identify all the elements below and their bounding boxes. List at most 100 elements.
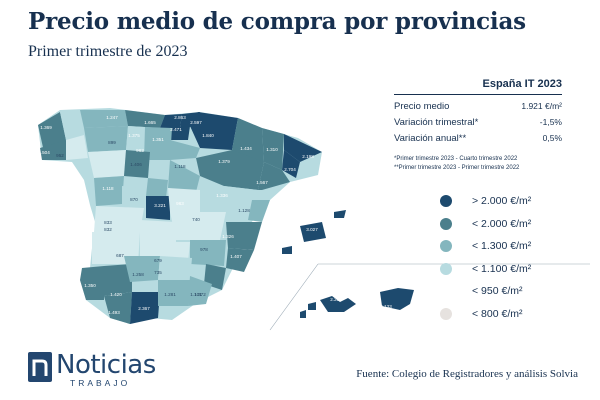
province-segovia <box>146 178 168 198</box>
province-palencia <box>126 126 145 152</box>
legend-swatch <box>440 217 452 230</box>
legend-label: < 1.100 €/m² <box>472 262 532 275</box>
province-asturias <box>80 110 128 128</box>
province-value-label: 735 <box>154 270 162 275</box>
province-almeria <box>188 276 212 306</box>
legend-label: < 1.300 €/m² <box>472 240 532 253</box>
province-soria <box>168 160 200 192</box>
baleares-menorca <box>334 210 346 218</box>
province-guadalajara <box>168 188 200 212</box>
province-bizkaia <box>160 114 182 128</box>
province-value-label: 1.101 <box>190 292 202 297</box>
province-leon <box>84 126 128 152</box>
province-value-label: 1.118 <box>102 186 114 191</box>
legend-item: < 1.100 €/m² <box>440 258 531 281</box>
panel-title: España IT 2023 <box>482 78 563 90</box>
province-value-label: 1.326 <box>222 234 234 239</box>
legend-label: < 800 €/m² <box>472 307 523 320</box>
legend-item: < 1.300 €/m² <box>440 235 531 258</box>
province-huelva <box>80 266 104 300</box>
canary-small-island-2 <box>300 310 306 318</box>
province-value-label: 1.350 <box>84 283 96 288</box>
province-labels: 1.369 1.247 1.665 2.863 2.597 2.471 1.840 1.504… <box>38 115 392 315</box>
province-caceres <box>94 206 144 232</box>
province-value-label: 1.375 <box>128 133 140 138</box>
province-value-label: 687 <box>116 253 124 258</box>
legend-item: > 2.000 €/m² <box>440 190 531 213</box>
province-zamora <box>88 150 126 178</box>
province-value-label: 978 <box>200 247 208 252</box>
legend-label: > 2.000 €/m² <box>472 195 532 208</box>
province-lugo <box>60 110 84 140</box>
summary-panel: España IT 2023 Precio medio 1.921 €/m² V… <box>394 78 562 171</box>
stat-row-precio-medio: Precio medio 1.921 €/m² <box>394 101 562 112</box>
panel-divider <box>394 94 562 95</box>
legend-item: < 800 €/m² <box>440 303 531 326</box>
province-burgos <box>144 127 172 160</box>
province-alava <box>170 126 190 140</box>
legend-swatch <box>440 195 452 208</box>
province-value-label: 1.407 <box>230 254 242 259</box>
province-value-label: 1.420 <box>110 292 122 297</box>
province-value-label: 2.198 <box>302 154 314 159</box>
province-value-label: 2.597 <box>190 120 202 125</box>
footnote-trimestral: *Primer trimestre 2023 - Cuarto trimestr… <box>394 156 518 162</box>
province-malaga <box>130 292 160 324</box>
province-zaragoza <box>196 150 264 190</box>
logo-wordmark: Noticias <box>56 350 156 380</box>
legend-swatch <box>440 307 452 320</box>
province-granada <box>158 280 192 306</box>
province-value-label: 3.027 <box>306 227 318 232</box>
province-madrid <box>146 196 170 220</box>
province-la-rioja <box>170 140 200 160</box>
province-cordoba <box>124 256 160 282</box>
province-value-label: 1.336 <box>216 193 228 198</box>
province-value-label: 1.567 <box>256 180 268 185</box>
province-lleida <box>262 128 284 170</box>
province-value-label: 1.372 <box>194 292 206 297</box>
province-value-label: 832 <box>104 227 112 232</box>
province-value-label: 1.406 <box>130 162 142 167</box>
province-value-label: 1.369 <box>40 125 52 130</box>
province-value-label: 952 <box>56 153 64 158</box>
province-value-label: 1.840 <box>202 133 214 138</box>
province-albacete <box>190 240 226 266</box>
page-title: Precio medio de compra por provincias <box>28 8 526 35</box>
province-girona <box>284 134 322 162</box>
province-value-label: 740 <box>192 217 200 222</box>
province-value-label: 963 <box>176 201 184 206</box>
stat-row-variacion-trimestral: Variación trimestral* -1,5% <box>394 117 562 128</box>
province-jaen <box>158 256 192 280</box>
canary-small-island-1 <box>308 302 316 310</box>
province-value-label: 899 <box>108 140 116 145</box>
source-note: Fuente: Colegio de Registradores y análi… <box>356 368 578 380</box>
province-value-label: 2.206 <box>330 297 342 302</box>
province-value-label: 2.367 <box>138 306 150 311</box>
province-value-label: 1.665 <box>144 120 156 125</box>
page-subtitle: Primer trimestre de 2023 <box>28 43 188 60</box>
province-alicante <box>226 248 254 272</box>
province-pontevedra <box>40 140 66 160</box>
province-value-label: 1.128 <box>238 208 250 213</box>
province-value-label: 2.863 <box>174 115 186 120</box>
province-value-label: 870 <box>130 197 138 202</box>
logo-n-icon <box>28 352 52 382</box>
province-las-palmas <box>380 288 414 310</box>
map-legend: > 2.000 €/m² < 2.000 €/m² < 1.300 €/m² <… <box>440 190 531 325</box>
province-value-label: 1.379 <box>218 159 230 164</box>
stat-row-variacion-anual: Variación anual** 0,5% <box>394 133 562 144</box>
province-value-label: 2.704 <box>284 167 296 172</box>
province-navarra <box>190 112 238 150</box>
province-value-label: 1.258 <box>132 272 144 277</box>
legend-label: < 2.000 €/m² <box>472 217 532 230</box>
stat-value: -1,5% <box>539 117 562 127</box>
province-value-label: 2.471 <box>170 127 182 132</box>
province-baleares <box>300 222 326 242</box>
province-value-label: 1.434 <box>240 146 252 151</box>
province-valladolid <box>124 150 150 178</box>
legend-item: < 2.000 €/m² <box>440 213 531 236</box>
province-value-label: 2.133 <box>380 304 392 309</box>
province-value-label: 1.247 <box>106 115 118 120</box>
province-sc-tenerife <box>320 296 356 312</box>
